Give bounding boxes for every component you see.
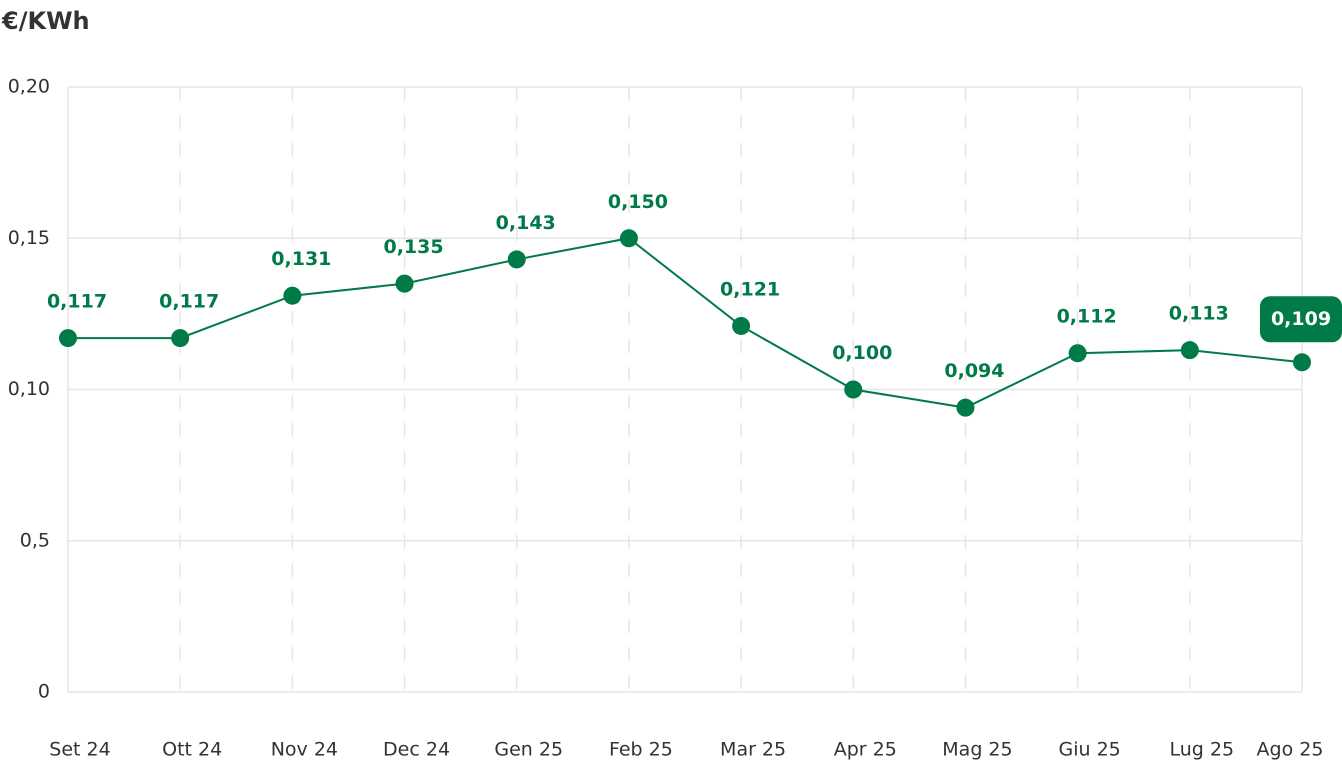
x-tick-label: Lug 25 [1170,739,1235,761]
y-tick-label: 0,10 [8,378,50,400]
point [619,229,638,248]
value-label: 0,112 [1057,306,1117,328]
x-tick-label: Mag 25 [942,739,1012,761]
value-label: 0,117 [159,291,219,313]
x-tick-label: Dec 24 [383,739,450,761]
x-tick-label: Feb 25 [609,739,673,761]
value-label: 0,094 [944,360,1004,382]
x-tick-label: Ago 25 [1257,739,1324,761]
x-tick-label: Giu 25 [1059,739,1121,761]
point [395,274,414,293]
point [283,286,302,305]
y-tick-label: 0,20 [8,76,50,98]
y-tick-label: 0,15 [8,227,50,249]
point [1068,344,1087,363]
highlight-box [1260,296,1342,343]
value-label: 0,113 [1169,303,1229,325]
value-label: 0,143 [496,212,556,234]
value-label: 0,100 [832,342,892,364]
x-tick-label: Apr 25 [834,739,897,761]
x-tick-label: Nov 24 [271,739,338,761]
value-label: 0,109 [1271,308,1331,330]
value-label: 0,150 [608,191,668,213]
chart-title: €/KWh [1,7,90,35]
point [956,398,975,417]
value-label: 0,117 [47,291,107,313]
y-tick-label: 0 [38,681,50,703]
line [68,237,1303,409]
point [171,329,190,348]
x-tick-label: Set 24 [49,739,110,761]
point [732,316,751,335]
value-label: 0,131 [271,248,331,270]
x-tick-label: Mar 25 [720,739,786,761]
point [1180,341,1199,360]
y-tick-label: 0,5 [20,529,50,551]
point [507,250,526,269]
value-label: 0,135 [383,236,443,258]
point [1293,353,1311,372]
point [59,329,77,348]
point [844,380,863,399]
value-label: 0,121 [720,278,780,300]
x-tick-label: Ott 24 [162,739,222,761]
x-tick-label: Gen 25 [494,739,563,761]
